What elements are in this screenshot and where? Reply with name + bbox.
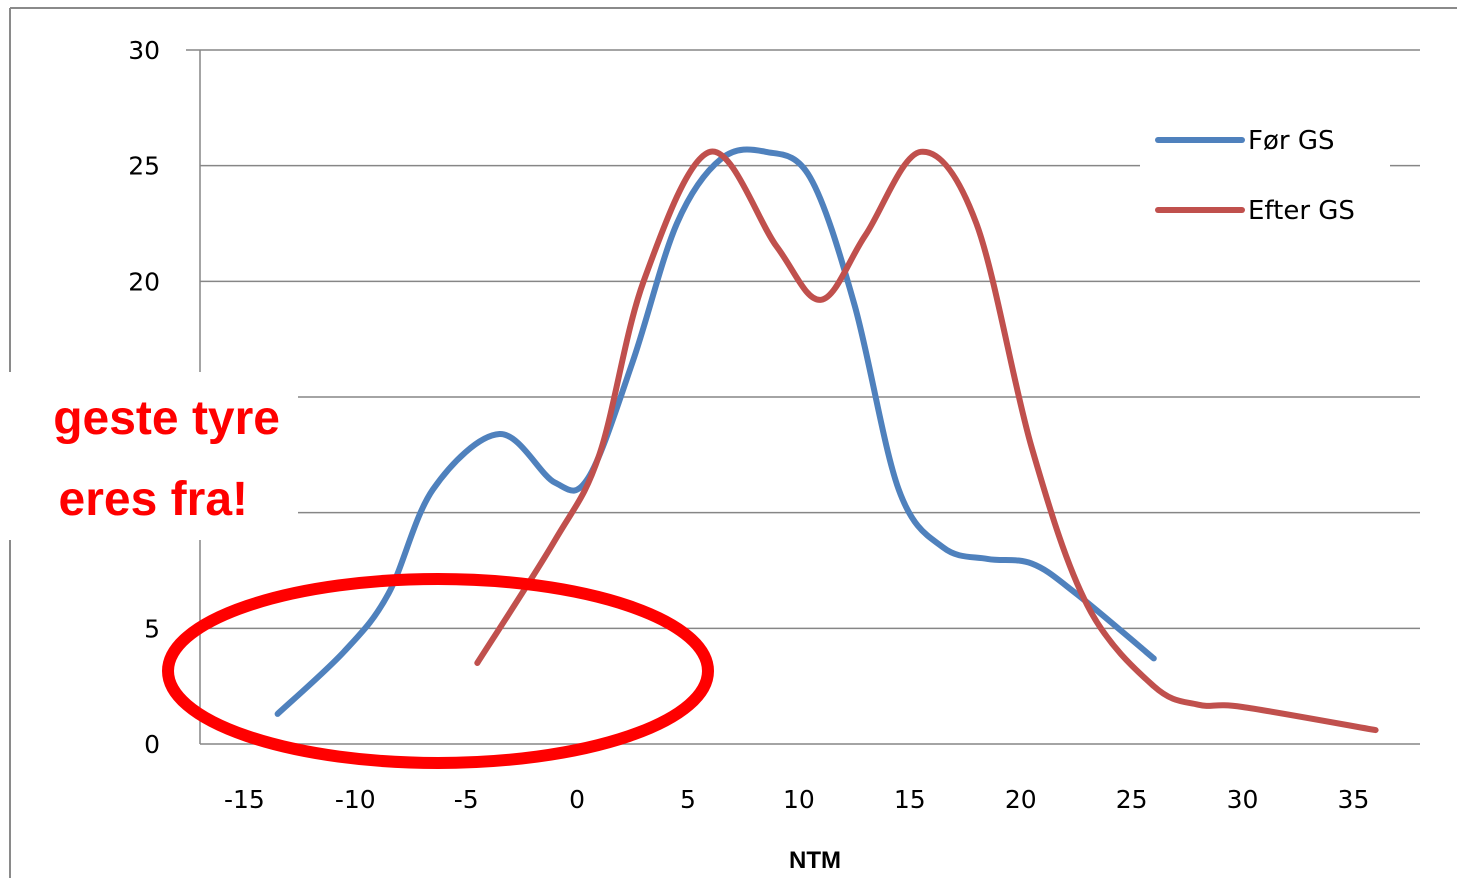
x-tick-label-5: 5	[680, 785, 696, 814]
x-tick-label-25: 25	[1116, 785, 1148, 814]
gridlines	[200, 49, 1420, 630]
y-tick-label-20: 20	[128, 267, 160, 296]
x-tick-label-10: 10	[783, 785, 815, 814]
legend: Før GS Efter GS	[1140, 112, 1390, 250]
y-tick-label-0: 0	[144, 730, 160, 759]
x-tick-label-15: 15	[894, 785, 926, 814]
legend-label-for-gs: Før GS	[1248, 126, 1334, 156]
series-line-for-gs	[274, 146, 1157, 717]
y-tick-label-25: 25	[128, 152, 160, 181]
x-tick-label--15: -15	[224, 785, 265, 814]
callout-ellipse	[162, 573, 714, 769]
y-tick-label-5: 5	[144, 614, 160, 643]
y-axis-title-clip: Andel tyre (%)	[80, 199, 107, 360]
x-tick-label-0: 0	[569, 785, 585, 814]
callout-text-line-1: geste tyre	[53, 392, 280, 445]
y-axis-title: Andel tyre (%)	[80, 199, 107, 360]
series-line-efter-gs	[474, 148, 1379, 734]
legend-background	[1140, 112, 1390, 250]
x-axis-title: NTM	[789, 847, 841, 874]
x-tick-label-20: 20	[1005, 785, 1037, 814]
callout-text-line-2: eres fra!	[59, 473, 248, 526]
x-tick-label--5: -5	[454, 785, 479, 814]
x-tick-label--10: -10	[335, 785, 376, 814]
callout-cover-panel	[0, 372, 298, 540]
series-layer	[274, 146, 1379, 734]
x-tick-label-30: 30	[1227, 785, 1259, 814]
legend-label-efter-gs: Efter GS	[1248, 196, 1355, 226]
y-tick-label-30: 30	[128, 36, 160, 65]
x-axis-ticks: -15 -10 -5 0 5 10 15 20 25 30 35	[224, 785, 1369, 814]
x-tick-label-35: 35	[1338, 785, 1370, 814]
y-axis-ticks: 0 5 20 25 30	[128, 36, 160, 759]
